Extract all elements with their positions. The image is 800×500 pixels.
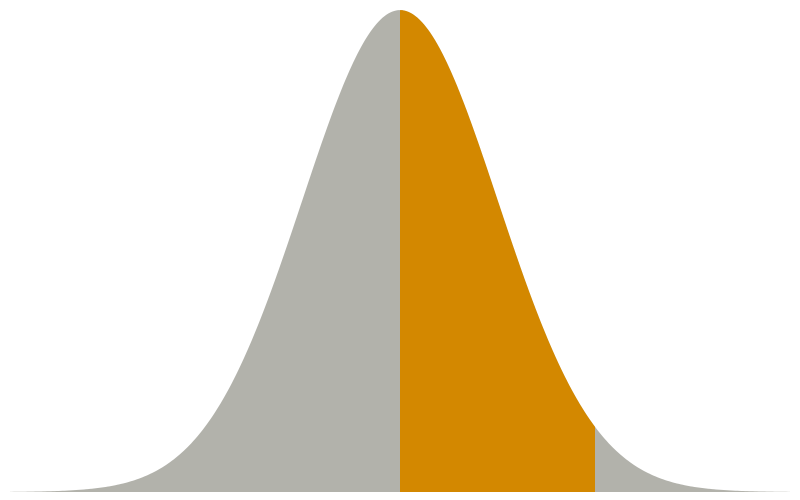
- shaded-interval-area: [400, 10, 595, 492]
